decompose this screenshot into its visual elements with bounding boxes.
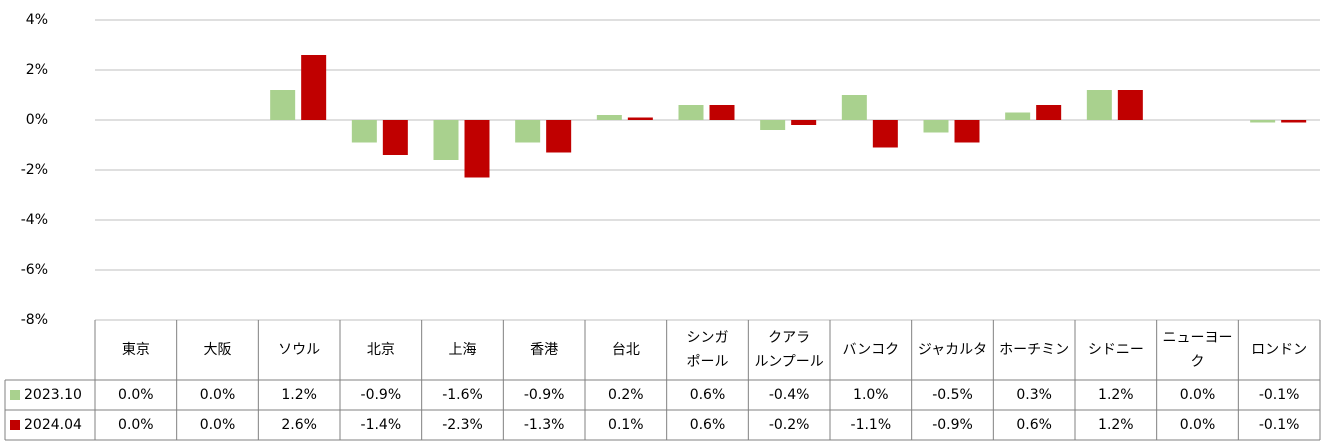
category-cell: 香港	[530, 342, 559, 358]
value-label: 0.6%	[690, 387, 726, 403]
bar	[923, 120, 949, 133]
bar	[791, 120, 817, 125]
value-label: 1.2%	[1098, 417, 1134, 433]
value-label: -0.9%	[361, 387, 402, 403]
category-cell: 上海	[448, 342, 477, 358]
x-tick-label: 台北	[611, 342, 640, 358]
bar	[1117, 90, 1143, 120]
value-label: 2.6%	[281, 417, 317, 433]
value-label: 0.0%	[1180, 417, 1216, 433]
bar	[1086, 90, 1112, 120]
bar	[627, 117, 653, 120]
bar	[270, 90, 296, 120]
category-cell: ホーチミン	[999, 342, 1070, 358]
value-label: -0.1%	[1259, 387, 1300, 403]
value-label: -0.5%	[932, 387, 973, 403]
category-cell: 大阪	[203, 342, 232, 358]
bar	[382, 120, 408, 155]
value-label: -0.4%	[769, 387, 810, 403]
bar	[872, 120, 898, 148]
x-tick-label: 大阪	[203, 342, 232, 358]
x-tick-label: クアラ ルンプール	[754, 330, 824, 370]
bar	[678, 105, 704, 120]
x-tick-label: 香港	[530, 342, 559, 358]
value-label: 0.0%	[1180, 387, 1216, 403]
bar	[1036, 105, 1062, 120]
category-cell: シドニー	[1087, 342, 1144, 358]
legend-label: 2023.10	[24, 387, 82, 403]
category-cell: ジャカルタ	[917, 342, 988, 358]
y-tick-label: -6%	[21, 262, 48, 278]
value-label: 0.6%	[1016, 417, 1052, 433]
legend-label: 2024.04	[24, 417, 82, 433]
x-tick-label: 上海	[448, 342, 477, 358]
bar	[301, 55, 327, 120]
legend-swatch	[10, 390, 20, 400]
bar	[546, 120, 572, 153]
x-tick-label: ソウル	[278, 342, 321, 358]
x-tick-label: ロンドン	[1251, 342, 1308, 358]
x-tick-label: 東京	[121, 342, 150, 358]
y-tick-label: -2%	[21, 162, 48, 178]
value-label: 0.0%	[200, 387, 236, 403]
value-label: -0.1%	[1259, 417, 1300, 433]
value-label: 0.0%	[118, 387, 154, 403]
value-label: -1.1%	[851, 417, 892, 433]
value-label: -0.9%	[524, 387, 565, 403]
value-label: 0.3%	[1016, 387, 1052, 403]
bar	[1005, 112, 1031, 120]
x-tick-label: ジャカルタ	[917, 342, 988, 358]
x-tick-label: バンコク	[842, 342, 900, 358]
value-label: -0.9%	[932, 417, 973, 433]
y-tick-label: 4%	[26, 12, 48, 28]
x-tick-label: ホーチミン	[999, 342, 1070, 358]
legend-swatch	[10, 420, 20, 430]
value-label: -1.6%	[442, 387, 483, 403]
x-tick-label: 北京	[366, 342, 395, 358]
category-cell: 台北	[611, 342, 640, 358]
bar	[760, 120, 786, 130]
value-label: -1.4%	[361, 417, 402, 433]
bar	[464, 120, 490, 178]
value-label: 0.1%	[608, 417, 644, 433]
y-tick-label: 2%	[26, 62, 48, 78]
bar	[709, 105, 735, 120]
category-cell: シンガ ポール	[686, 330, 729, 370]
category-cell: 北京	[366, 342, 395, 358]
x-tick-label: シンガ ポール	[686, 330, 729, 370]
bar	[596, 115, 622, 120]
value-label: 1.2%	[1098, 387, 1134, 403]
bar	[1281, 120, 1307, 123]
x-tick-label: シドニー	[1087, 342, 1144, 358]
value-label: -2.3%	[442, 417, 483, 433]
value-label: 0.0%	[118, 417, 154, 433]
y-tick-label: -8%	[21, 312, 48, 328]
value-label: 0.2%	[608, 387, 644, 403]
bar	[351, 120, 377, 143]
value-label: 1.0%	[853, 387, 889, 403]
category-cell: ロンドン	[1251, 342, 1308, 358]
value-label: -0.2%	[769, 417, 810, 433]
category-cell: ニューヨーク	[1162, 330, 1233, 370]
bar	[841, 95, 867, 120]
bar	[1250, 120, 1276, 123]
y-tick-label: -4%	[21, 212, 48, 228]
x-tick-label: ニューヨーク	[1162, 330, 1233, 370]
bar	[515, 120, 541, 143]
category-cell: ソウル	[278, 342, 321, 358]
value-label: 0.0%	[200, 417, 236, 433]
value-label: -1.3%	[524, 417, 565, 433]
value-label: 1.2%	[281, 387, 317, 403]
value-label: 0.6%	[690, 417, 726, 433]
bar	[433, 120, 459, 160]
category-cell: 東京	[121, 342, 150, 358]
category-cell: バンコク	[842, 342, 900, 358]
y-tick-label: 0%	[26, 112, 48, 128]
bar	[954, 120, 980, 143]
category-cell: クアラ ルンプール	[754, 330, 824, 370]
